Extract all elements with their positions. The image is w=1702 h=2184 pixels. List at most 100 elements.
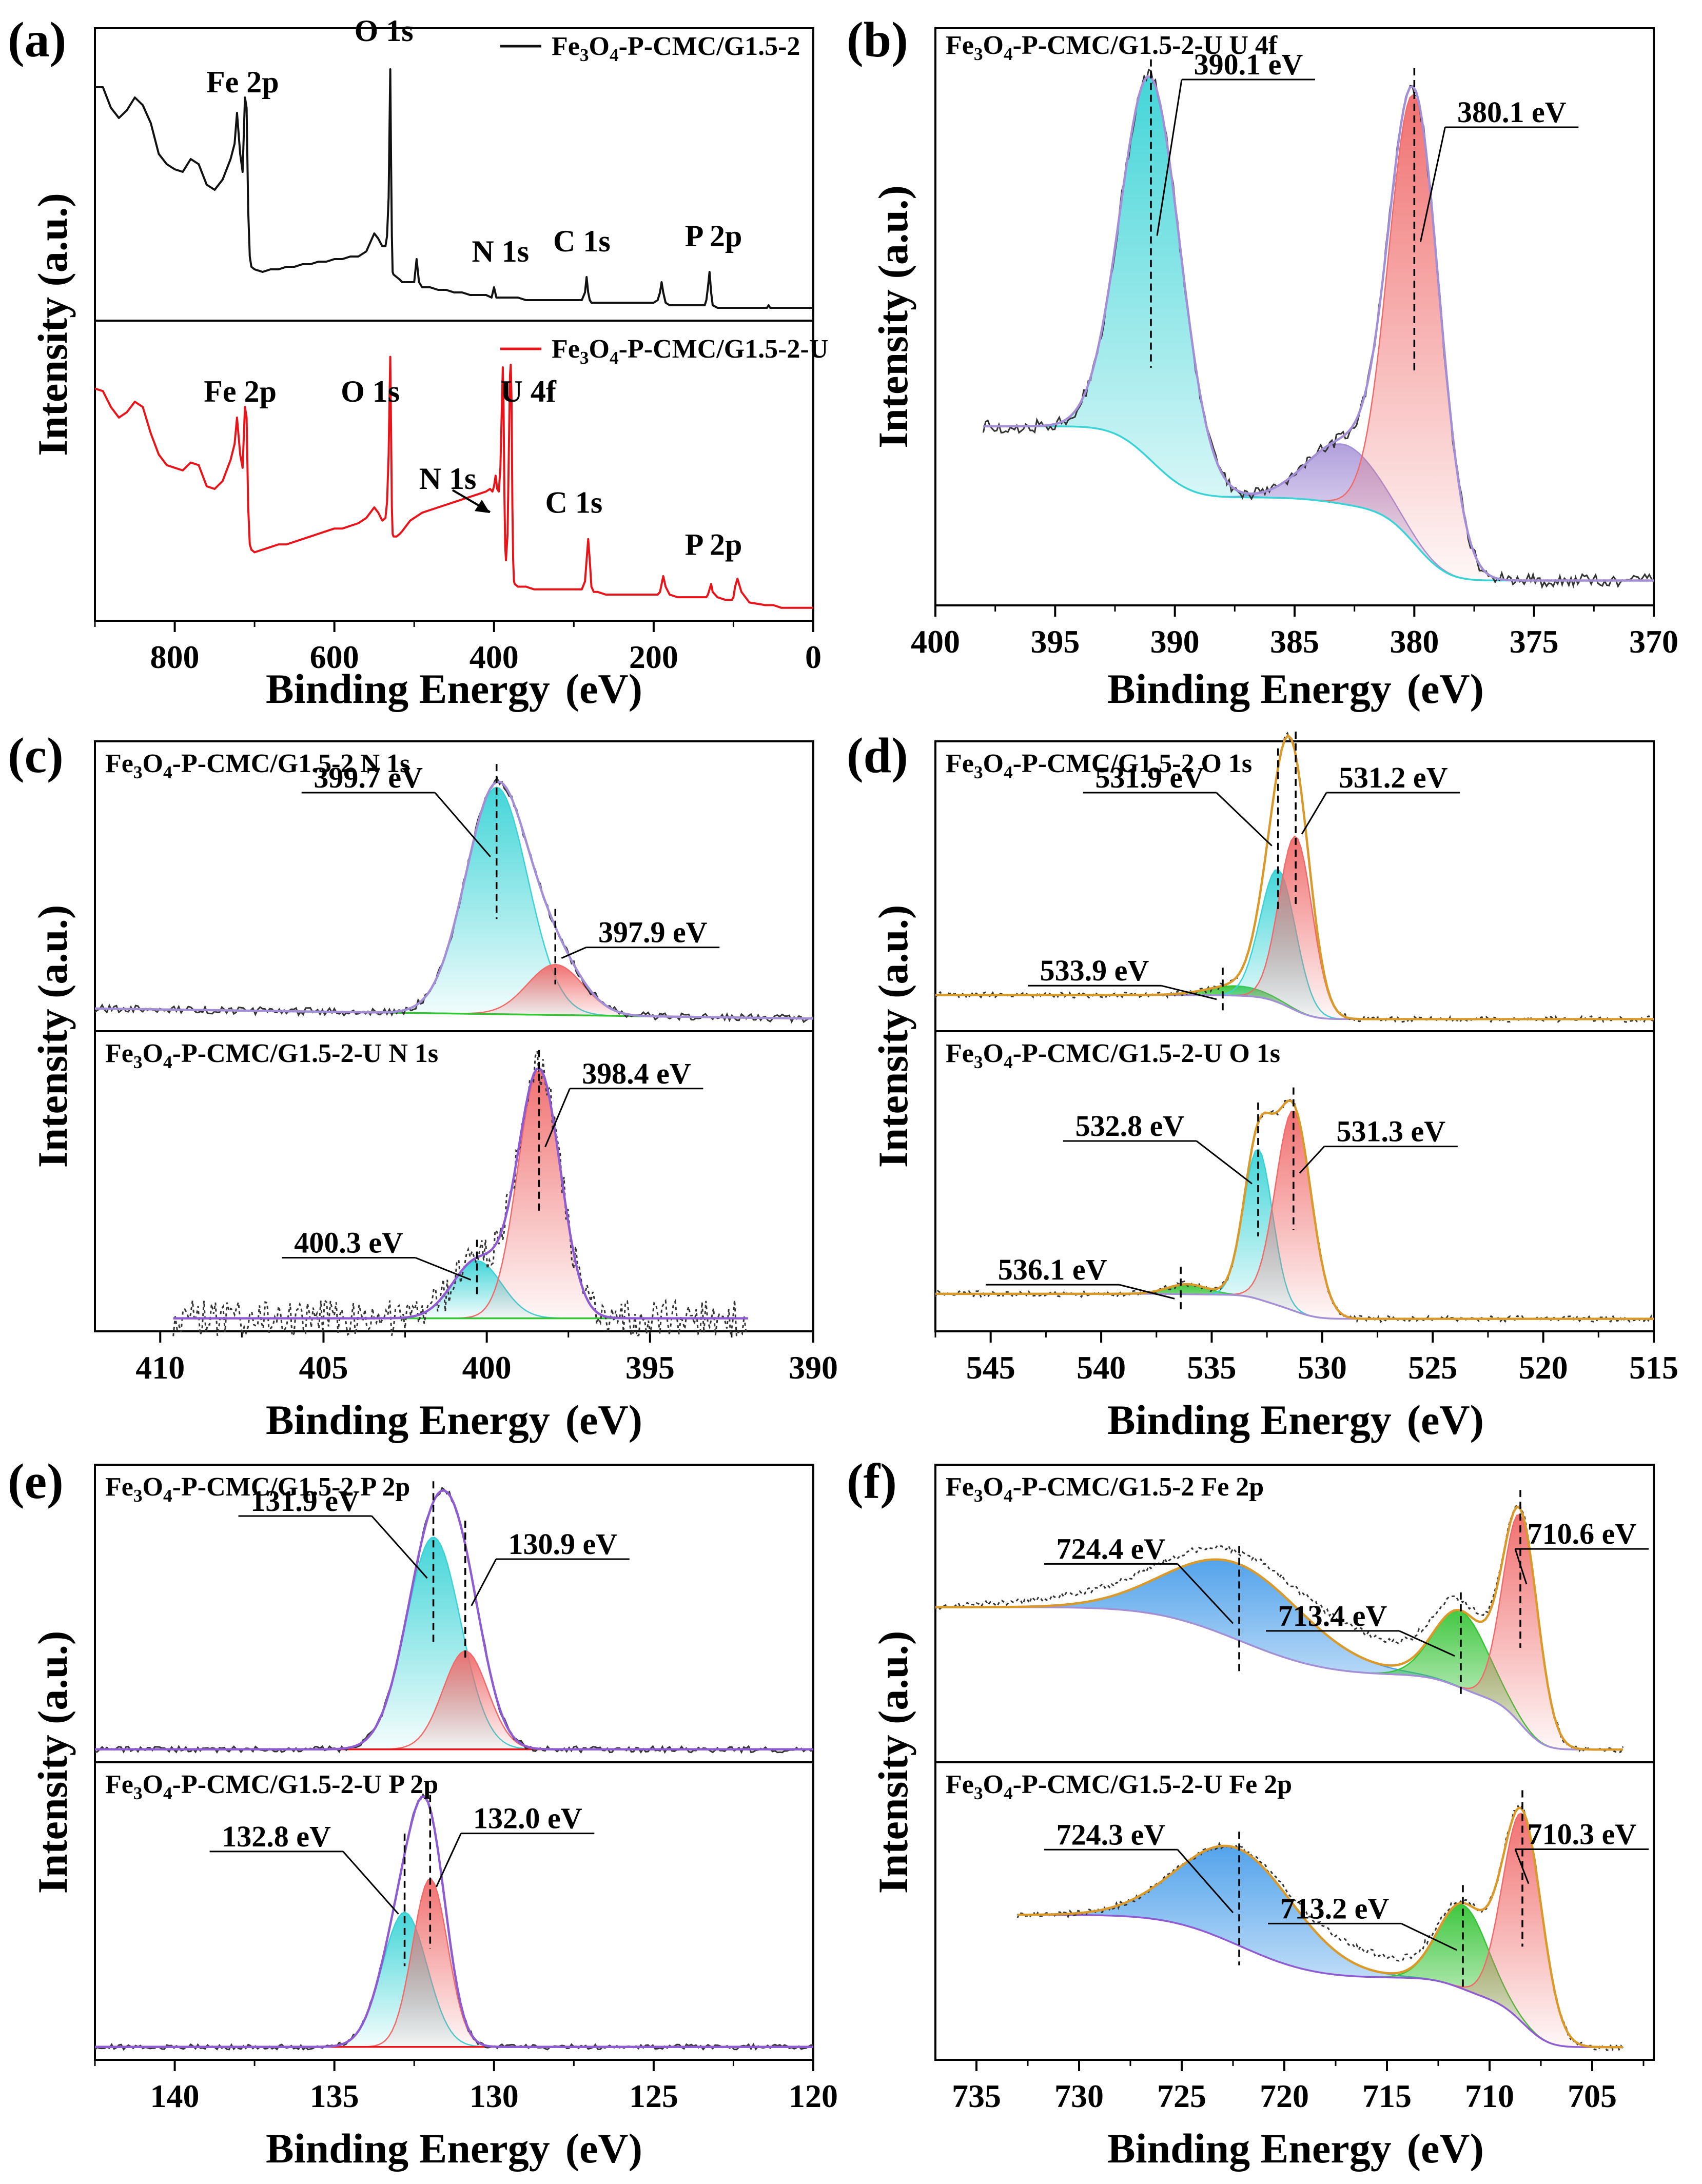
subpanel-c-2: 400.3 eV 398.4 eV [172, 1050, 749, 1338]
survey-peak-label: Fe 2p [206, 65, 279, 99]
peak-label-leader [1299, 1146, 1325, 1174]
survey-peak-label: O 1s [341, 375, 400, 408]
peak-label: 532.8 eV [1075, 1109, 1185, 1143]
x-tick-label: 410 [135, 1349, 185, 1386]
x-tick-label: 535 [1187, 1349, 1236, 1386]
legend-label: Fe3O4-P-CMC/G1.5-2-U [552, 335, 828, 368]
x-tick-label: 380 [1390, 623, 1439, 660]
raw-data-line [934, 1504, 1624, 1754]
peak-label-leader [1419, 127, 1446, 242]
survey-spectrum-line [94, 356, 813, 609]
x-tick-label: 710 [1465, 2078, 1514, 2114]
survey-peak-label: P 2p [685, 219, 742, 253]
fit-component-peak [94, 786, 814, 1019]
x-tick-label: 375 [1510, 623, 1559, 660]
peak-label-leader [434, 792, 491, 857]
peak-label: 132.8 eV [222, 1820, 331, 1853]
fit-component-peak [935, 835, 1654, 1020]
x-tick-label: 370 [1629, 623, 1678, 660]
peak-label: 380.1 eV [1457, 95, 1567, 129]
x-tick-label: 390 [1150, 623, 1200, 660]
fit-envelope-line [1018, 1806, 1623, 2049]
subpanel-frame [94, 1030, 814, 1332]
peak-label: 397.9 eV [598, 916, 708, 949]
panel-letter: (e) [8, 1454, 64, 1509]
panel-d: (d) 545 540 535 530 525 520 515 Binding Energy (e… [847, 728, 1678, 1443]
y-axis-title: Intensity (a.u.) [870, 185, 916, 448]
panel-letter: (d) [847, 728, 908, 783]
x-axis-title: Binding Energy (eV) [266, 2125, 642, 2172]
peak-label: 130.9 eV [508, 1527, 617, 1561]
survey-peak-label: O 1s [355, 14, 414, 48]
fit-background-line [935, 1606, 1623, 1750]
peak-label: 713.2 eV [1280, 1892, 1390, 1925]
peak-label-leader [1514, 1848, 1530, 1884]
x-tick-label: 725 [1157, 2078, 1206, 2114]
peak-label-leader [1399, 1630, 1455, 1657]
panel-c: (c) 410 405 400 395 390 Binding Energy (eV) Inte… [8, 728, 838, 1443]
subpanel-b-1: 390.1 eV 380.1 eV [982, 48, 1655, 589]
survey-peak-label: P 2p [685, 528, 742, 562]
fit-background-line [1018, 1914, 1623, 2048]
x-tick-label: 120 [789, 2078, 838, 2114]
x-tick-label: 395 [1030, 623, 1080, 660]
fit-envelope-line [935, 734, 1654, 1020]
sample-title: Fe3O4-P-CMC/G1.5-2-U P 2p [105, 1770, 438, 1803]
peak-label-leader [342, 1851, 399, 1915]
fit-component-peak [95, 1650, 813, 1750]
x-tick-label: 800 [150, 639, 200, 675]
peak-label: 533.9 eV [1040, 954, 1149, 987]
peak-label-leader [544, 1088, 571, 1148]
peak-label: 536.1 eV [998, 1253, 1107, 1286]
x-tick-label: 135 [310, 2078, 359, 2114]
x-tick-label: 525 [1408, 1349, 1457, 1386]
fit-component-peak [983, 94, 1654, 581]
peak-label: 531.9 eV [1095, 761, 1204, 794]
x-tick-label: 400 [911, 623, 960, 660]
subpanel-frame [94, 1761, 814, 2061]
panel-letter: (f) [847, 1454, 897, 1509]
survey-peak-label: N 1s [472, 234, 529, 268]
fit-envelope-line [983, 75, 1654, 582]
subpanel-frame [934, 1030, 1655, 1332]
peak-label-leader [415, 1257, 472, 1281]
subpanel-f-2: 724.3 eV 713.2 eV 710.3 eV [1016, 1790, 1649, 2052]
x-tick-label: 400 [462, 1349, 512, 1386]
peak-label: 724.4 eV [1057, 1532, 1166, 1565]
peak-label-leader [1161, 985, 1217, 1000]
x-tick-label: 130 [469, 2078, 519, 2114]
y-axis-title: Intensity (a.u.) [29, 1631, 76, 1894]
sample-title: Fe3O4-P-CMC/G1.5-2-U Fe 2p [946, 1770, 1292, 1803]
legend-label: Fe3O4-P-CMC/G1.5-2 [552, 32, 800, 65]
panel-letter: (c) [8, 728, 64, 783]
x-axis-title: Binding Energy (eV) [266, 665, 642, 712]
sample-title: Fe3O4-P-CMC/G1.5-2 P 2p [105, 1472, 410, 1506]
survey-peak-label: U 4f [501, 375, 557, 408]
sample-title: Fe3O4-P-CMC/G1.5-2-U O 1s [946, 1039, 1280, 1072]
peak-label-leader [1177, 1563, 1234, 1624]
fit-component-peak [983, 75, 1654, 581]
x-axis-title: Binding Energy (eV) [1107, 1396, 1484, 1443]
peak-label-leader [1196, 1140, 1253, 1185]
subpanel-d-1: 533.9 eV 531.9 eV 531.2 eV [934, 732, 1654, 1023]
x-tick-label: 715 [1362, 2078, 1412, 2114]
peak-label: 710.3 eV [1528, 1817, 1637, 1851]
peak-label-leader [1156, 79, 1183, 236]
peak-label: 724.3 eV [1057, 1818, 1166, 1851]
x-tick-label: 515 [1629, 1349, 1678, 1386]
peak-label: 400.3 eV [294, 1226, 403, 1260]
fit-envelope-line [935, 1505, 1623, 1751]
fit-envelope-line [94, 780, 814, 1020]
x-tick-label: 545 [966, 1349, 1015, 1386]
x-tick-label: 140 [150, 2078, 200, 2114]
fit-envelope-line [95, 1489, 813, 1751]
n1s-arrowhead [475, 500, 490, 514]
fit-envelope-line [935, 1099, 1654, 1320]
sample-title: Fe3O4-P-CMC/G1.5-2-U U 4f [946, 31, 1278, 64]
subpanel-d-2: 536.1 eV 532.8 eV 531.3 eV [934, 1087, 1655, 1323]
panel-b: (b) 400 395 390 385 380 375 370 Binding Energy (e… [847, 12, 1678, 712]
peak-label: 531.2 eV [1339, 761, 1448, 794]
y-axis-title: Intensity (a.u.) [29, 193, 76, 456]
peak-label-leader [1514, 1548, 1528, 1585]
